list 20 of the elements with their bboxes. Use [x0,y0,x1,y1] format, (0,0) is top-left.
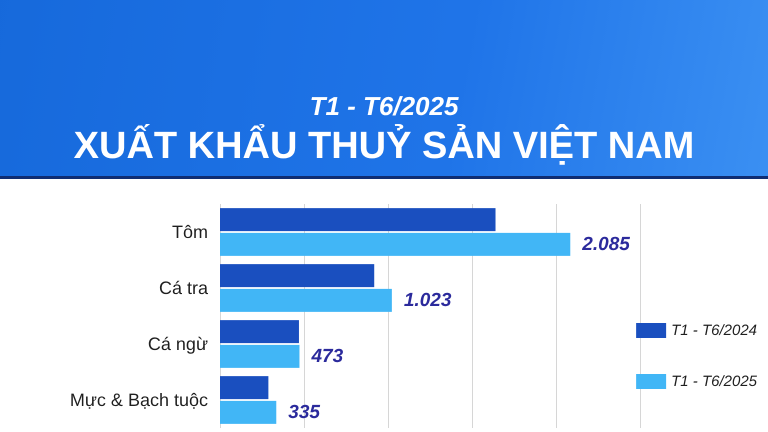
bar [220,376,268,400]
y-tick-label: Tôm [172,222,208,242]
data-label: 2.085 [581,234,630,255]
data-label: 1.023 [404,290,452,311]
chart-title: XUẤT KHẨU THUỶ SẢN VIỆT NAM [74,123,694,167]
bar [220,264,374,288]
bar [220,208,496,232]
bar [220,288,392,312]
bar [220,320,299,344]
y-tick-label: Mực & Bạch tuộc [70,390,208,410]
legend-label: T1 - T6/2024 [671,322,758,339]
bar [220,400,276,424]
bar [220,344,300,368]
y-tick-label: Cá tra [158,278,209,298]
data-label: 335 [288,402,320,423]
chart-subtitle: T1 - T6/2025 [310,91,459,121]
bar [220,232,570,256]
data-label: 473 [310,346,344,367]
y-tick-label: Cá ngừ [148,334,208,354]
legend-label: T1 - T6/2025 [671,373,758,390]
